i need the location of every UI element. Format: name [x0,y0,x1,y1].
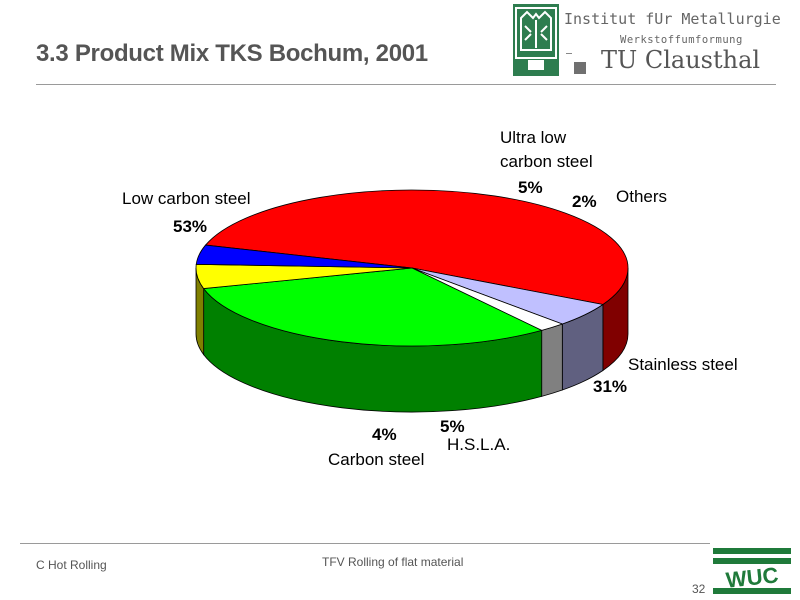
footer-course-title: TFV Rolling of flat material [322,555,464,569]
institute-name: Institut fUr Metallurgie [564,10,781,28]
pie-slice-3 [202,267,543,347]
slice-label-5-line-0: Carbon steel [328,450,424,469]
slice-label-4-line-0: H.S.L.A. [447,435,510,454]
slice-label-1-line-0: Ultra low [500,128,567,147]
slice-percent-0: 53% [173,217,207,236]
footer-section-label: C Hot Rolling [36,558,107,572]
slice-label-3-line-0: Stainless steel [628,355,738,374]
institute-subtitle: Werkstoffumformung [620,34,743,46]
wuc-logo-text: WUC [725,562,780,592]
slice-percent-5: 4% [372,425,397,444]
pie-slice-5 [195,244,413,269]
slice-percent-1: 5% [518,178,543,197]
slice-label-0-line-0: Low carbon steel [122,189,251,208]
university-name: TU Clausthal [601,46,761,74]
university-square-icon [574,62,586,74]
page-title: 3.3 Product Mix TKS Bochum, 2001 [36,40,428,67]
footer-divider [20,543,710,544]
slice-percent-3: 31% [593,377,627,396]
university-rule [566,53,572,54]
university-crest-icon [513,4,559,76]
slice-percent-4: 5% [440,417,465,436]
pie-slice-0 [204,189,629,305]
pie-side-2 [541,323,563,397]
wuc-logo-icon: WUC [713,548,791,594]
slice-label-2-line-0: Others [616,187,667,206]
slice-label-1-line-1: carbon steel [500,152,593,171]
title-divider [36,84,776,85]
slice-percent-2: 2% [572,192,597,211]
page-number: 32 [692,582,706,596]
